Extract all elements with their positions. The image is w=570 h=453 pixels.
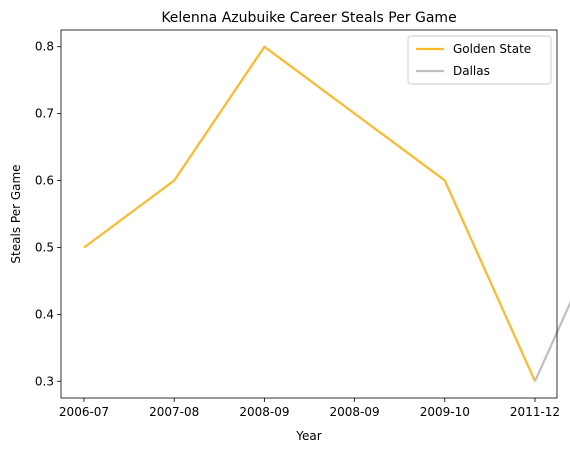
- series-line-golden-state: [83, 45, 537, 382]
- x-axis: 2006-07 2007-08 2008-09 2008-09 2009-10 2011-…: [59, 398, 560, 419]
- plot-frame: [60, 29, 558, 399]
- plot-lines: [83, 45, 570, 382]
- x-tick-label: 2007-08: [149, 405, 199, 419]
- chart-title: Kelenna Azubuike Career Steals Per Game: [161, 10, 456, 26]
- x-tick-label: 2006-07: [59, 405, 109, 419]
- y-axis-label: Steals Per Game: [9, 164, 23, 263]
- y-tick-label: 0.7: [35, 107, 54, 121]
- legend-label-golden-state: Golden State: [453, 42, 531, 56]
- y-tick-label: 0.8: [35, 40, 54, 54]
- x-tick-label: 2008-09: [330, 405, 380, 419]
- x-axis-label: Year: [295, 429, 321, 443]
- y-tick-label: 0.5: [35, 240, 54, 254]
- y-axis: 0.3 0.4 0.5 0.6 0.7 0.8: [35, 40, 61, 388]
- y-tick-label: 0.4: [35, 307, 54, 321]
- legend: Golden State Dallas: [407, 35, 552, 85]
- x-tick-label: 2008-09: [239, 405, 289, 419]
- x-tick-label: 2009-10: [420, 405, 470, 419]
- series-line-dallas: [533, 300, 570, 382]
- y-tick-label: 0.3: [35, 374, 54, 388]
- y-tick-label: 0.6: [35, 174, 54, 188]
- x-tick-label: 2011-12: [510, 405, 560, 419]
- legend-label-dallas: Dallas: [453, 64, 490, 78]
